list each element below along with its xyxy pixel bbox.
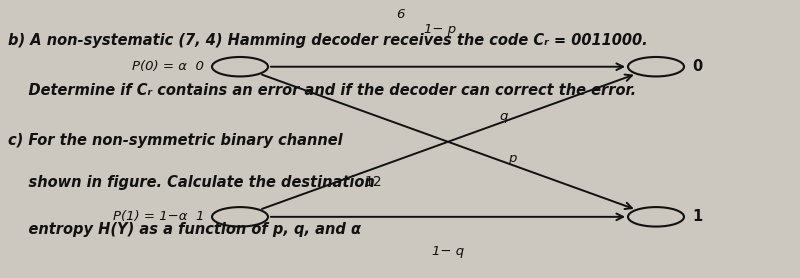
Text: b) A non-systematic (7, 4) Hamming decoder receives the code Cᵣ = 0011000.: b) A non-systematic (7, 4) Hamming decod… bbox=[8, 33, 648, 48]
Text: p: p bbox=[508, 152, 516, 165]
Text: 12: 12 bbox=[364, 175, 382, 189]
Text: 0: 0 bbox=[692, 59, 702, 74]
Text: 1− p: 1− p bbox=[424, 23, 456, 36]
Text: q: q bbox=[500, 110, 508, 123]
Text: Determine if Cᵣ contains an error and if the decoder can correct the error.: Determine if Cᵣ contains an error and if… bbox=[8, 83, 636, 98]
Text: P(1) = 1−α  1: P(1) = 1−α 1 bbox=[113, 210, 204, 223]
Text: 1− q: 1− q bbox=[432, 245, 464, 258]
Text: P(0) = α  0: P(0) = α 0 bbox=[132, 60, 204, 73]
Text: 1: 1 bbox=[692, 209, 702, 224]
Text: entropy H(Y) as a function of p, q, and α: entropy H(Y) as a function of p, q, and … bbox=[8, 222, 361, 237]
Text: shown in figure. Calculate the destination: shown in figure. Calculate the destinati… bbox=[8, 175, 374, 190]
Text: c) For the non-symmetric binary channel: c) For the non-symmetric binary channel bbox=[8, 133, 342, 148]
Text: 6: 6 bbox=[396, 8, 404, 21]
